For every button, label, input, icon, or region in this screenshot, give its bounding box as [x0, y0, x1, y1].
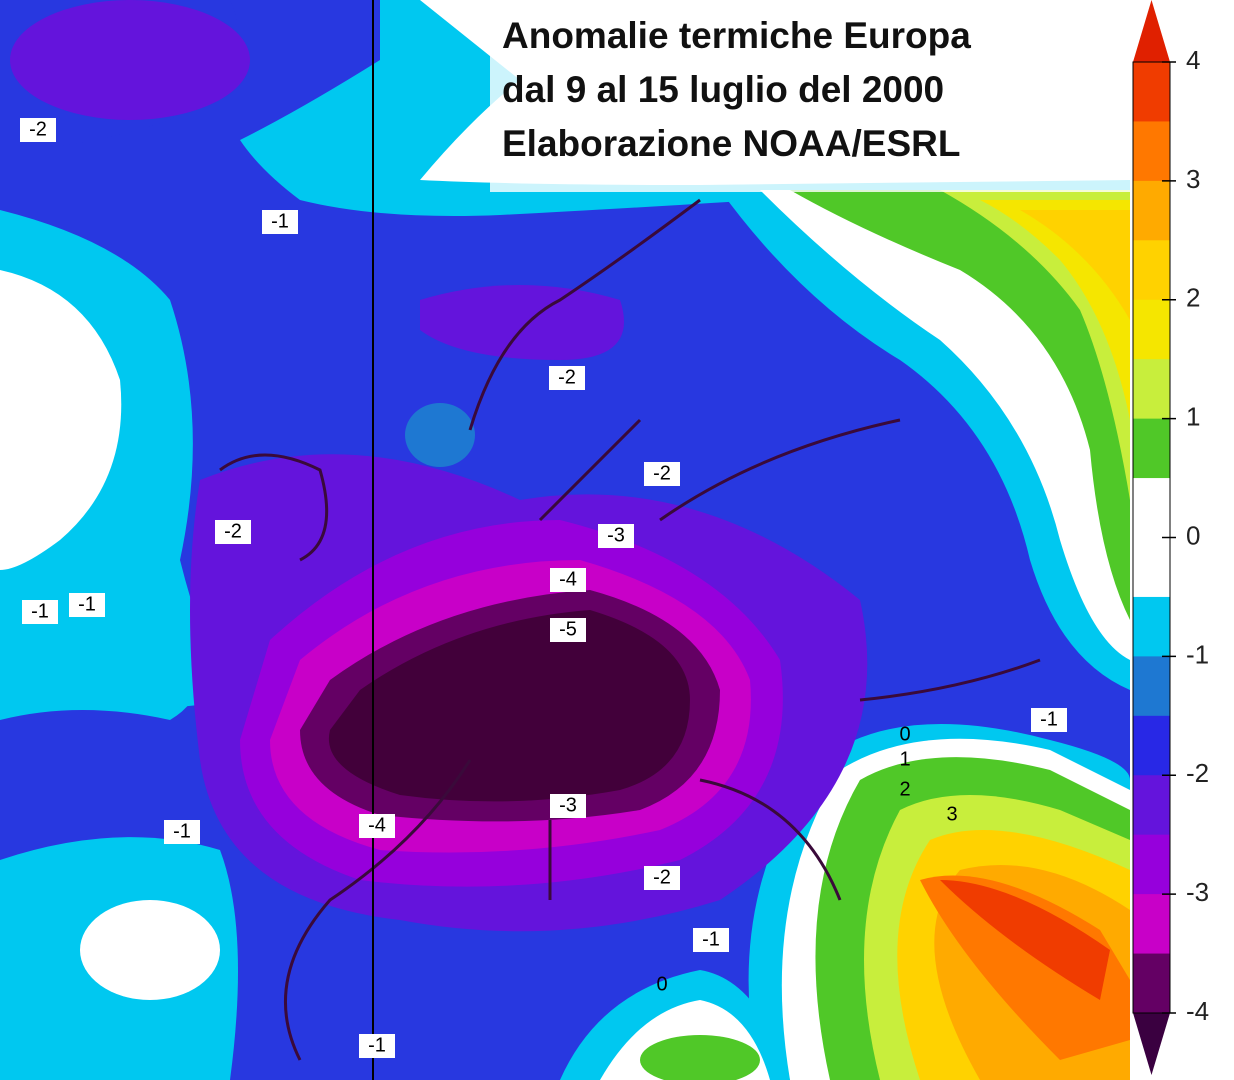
colorbar-band [1133, 359, 1170, 420]
colorbar-band [1133, 180, 1170, 241]
colorbar-tick-label: 2 [1186, 283, 1200, 313]
contour-label: -1 [271, 210, 289, 232]
violet-zone [10, 0, 250, 120]
contour-label-box [359, 814, 395, 838]
contour-label: -2 [29, 118, 47, 140]
contour-label-box [215, 520, 251, 544]
contour-label-box [550, 794, 586, 818]
cold-zone [328, 610, 690, 802]
colorbar-band [1133, 62, 1170, 122]
colorbar-band [1133, 834, 1170, 895]
contour-label: -5 [559, 618, 577, 640]
colorbar-tick-label: 4 [1186, 45, 1200, 75]
blue-zone [405, 403, 475, 467]
colorbar-tick-label: -4 [1186, 996, 1209, 1026]
colorbar-band [1133, 715, 1170, 776]
colorbar-tick-label: 0 [1186, 520, 1200, 550]
colorbar: 4 3 2 1 0 -1 -2 -3 -4 [1132, 0, 1209, 1075]
colorbar-tick-label: 3 [1186, 164, 1200, 194]
contour-label: -3 [559, 794, 577, 816]
contour-label: -4 [559, 568, 577, 590]
colorbar-band [1133, 894, 1170, 955]
colorbar-band [1133, 240, 1170, 301]
contour-label-box [644, 866, 680, 890]
colorbar-band [1133, 478, 1170, 538]
colorbar-tick-label: 1 [1186, 402, 1200, 432]
contour-label: -1 [1040, 708, 1058, 730]
colorbar-band [1133, 418, 1170, 479]
contour-label-box [359, 1034, 395, 1058]
warm-zone [920, 875, 1130, 1060]
contour-label-box [550, 568, 586, 592]
contour-label: 3 [946, 803, 957, 825]
contour-label-box [598, 524, 634, 548]
contour-label: -4 [368, 814, 386, 836]
contour-label: -3 [607, 524, 625, 546]
colorbar-band [1133, 299, 1170, 360]
contour-label: 2 [899, 778, 910, 800]
contour-label: -1 [31, 600, 49, 622]
coastline [219, 198, 1041, 1061]
warm-zone [940, 880, 1110, 1000]
neutral-zone [80, 900, 220, 1000]
colorbar-band [1133, 775, 1170, 836]
colorbar-band [1133, 596, 1170, 657]
neutral-zone [0, 270, 122, 570]
contour-label: -1 [368, 1034, 386, 1056]
contour-label-box [549, 366, 585, 390]
contour-labels: -2 -1 -2 -2 -2 -3 -4 -5 -1 -1 -1 -1 -4 -3 -2 -1 -1 0 1 2 3 0 [20, 118, 1067, 1058]
colorbar-tick-label: -2 [1186, 758, 1209, 788]
contour-label-box [164, 820, 200, 844]
contour-label-box [262, 210, 298, 234]
contour-label: -2 [558, 366, 576, 388]
contour-label: 0 [656, 973, 667, 995]
contour-label: -2 [653, 866, 671, 888]
colorbar-tick-label: -3 [1186, 877, 1209, 907]
contour-label-box [693, 928, 729, 952]
colorbar-band [1133, 537, 1170, 598]
contour-label: -1 [78, 593, 96, 615]
colorbar-band [1133, 953, 1170, 1014]
contour-label-box [69, 593, 105, 617]
contour-label: -1 [173, 820, 191, 842]
violet-zone [420, 285, 624, 360]
title-box [490, 0, 1130, 192]
colorbar-tick-label: -1 [1186, 639, 1209, 669]
warm-zone [1020, 210, 1130, 320]
warm-zone [790, 190, 1130, 620]
contour-label: -1 [702, 928, 720, 950]
contour-label-box [1031, 708, 1067, 732]
title-line: Anomalie termiche Europa [502, 15, 971, 56]
contour-label-box [550, 618, 586, 642]
title-line: Elaborazione NOAA/ESRL [502, 123, 960, 164]
warm-zone [640, 1035, 760, 1080]
contour-label-box [644, 462, 680, 486]
colorbar-band [1133, 121, 1170, 182]
contour-label: 0 [899, 723, 910, 745]
colorbar-band [1133, 656, 1170, 717]
colorbar-under [1133, 1013, 1170, 1075]
colorbar-over [1133, 0, 1170, 62]
contour-label-box [20, 118, 56, 142]
contour-label-box [22, 600, 58, 624]
contour-label: -2 [224, 520, 242, 542]
contour-label: 1 [899, 748, 910, 770]
title-line: dal 9 al 15 luglio del 2000 [502, 69, 944, 110]
cyan-zone [0, 622, 198, 720]
contour-label: -2 [653, 462, 671, 484]
